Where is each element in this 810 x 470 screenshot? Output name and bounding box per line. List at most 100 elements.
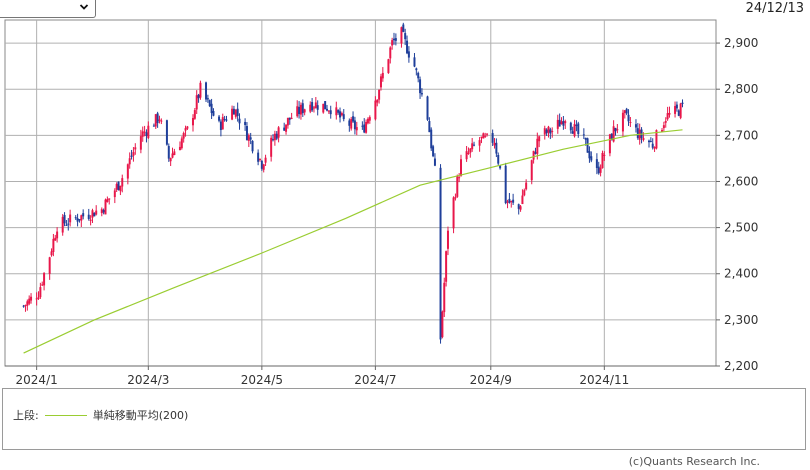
candle-body — [625, 108, 628, 114]
candle-body — [381, 72, 384, 79]
candle-body — [26, 301, 29, 306]
candle-body — [428, 121, 431, 133]
candle-body — [130, 155, 133, 157]
candle-body — [74, 217, 77, 219]
candle-body — [536, 138, 539, 154]
candle-body — [208, 100, 211, 107]
legend-section-label: 上段: — [13, 409, 39, 422]
candle-body — [154, 114, 157, 127]
candle-body — [419, 79, 422, 94]
candle-body — [532, 150, 535, 160]
candle-body — [499, 165, 502, 169]
candle-body — [612, 126, 615, 142]
candle-body — [247, 135, 250, 141]
candle-body — [610, 133, 613, 141]
candle-body — [560, 121, 563, 125]
candle-body — [56, 231, 59, 239]
candle-body — [558, 119, 561, 127]
candle-body — [245, 126, 248, 141]
candle-body — [231, 108, 234, 120]
candle-body — [575, 124, 578, 126]
candle-body — [147, 125, 150, 138]
x-tick-label: 2024/3 — [127, 373, 169, 387]
candle-body — [275, 133, 278, 139]
candle-body — [484, 135, 487, 137]
candle-body — [277, 127, 280, 138]
candle-body — [642, 137, 645, 141]
chart-date-label: 24/12/13 — [745, 1, 804, 16]
candle-body — [270, 137, 273, 157]
candle-body — [493, 142, 496, 146]
candle-body — [348, 120, 351, 126]
candle-body — [543, 128, 546, 135]
candle-body — [171, 153, 174, 158]
legend-panel: 上段: 単純移動平均(200) — [2, 388, 806, 450]
candle-body — [534, 152, 537, 154]
candle-body — [469, 148, 472, 153]
candle-body — [664, 121, 667, 123]
candle-body — [128, 158, 131, 165]
candle-body — [134, 147, 137, 150]
candle-body — [67, 223, 70, 225]
candle-body — [106, 199, 109, 202]
candle-body — [91, 210, 94, 218]
candle-body — [621, 112, 624, 132]
candle-body — [393, 38, 396, 41]
candle-body — [655, 130, 658, 149]
candle-body — [426, 96, 429, 120]
candle-body — [519, 206, 522, 210]
stock-chart: 2,200 2,300 2,400 2,500 2,600 2,700 2,800 2,900… — [4, 19, 758, 387]
candle-body — [121, 178, 124, 187]
candle-body — [569, 122, 572, 131]
candle-body — [113, 190, 116, 198]
candle-body — [363, 124, 366, 133]
candle-body — [629, 122, 632, 124]
candle-body — [212, 111, 215, 116]
moving-average-line — [23, 129, 683, 354]
candle-body — [562, 120, 565, 126]
candle-body — [325, 108, 328, 111]
ma-line-swatch — [44, 414, 87, 416]
candle-body — [627, 114, 630, 122]
candle-body — [218, 116, 221, 121]
candle-body — [681, 102, 684, 104]
candle-body — [478, 140, 481, 146]
y-tick-label: 2,200 — [724, 359, 758, 373]
candle-body — [89, 219, 92, 221]
candle-body — [666, 113, 669, 120]
candle-body — [30, 296, 33, 301]
candle-body — [309, 104, 312, 112]
candle-body — [415, 68, 418, 71]
candle-body — [545, 129, 548, 134]
candle-body — [24, 305, 27, 307]
candle-body — [205, 82, 208, 100]
candle-body — [173, 151, 176, 156]
candle-body — [374, 100, 377, 120]
candle-body — [517, 204, 520, 209]
candle-body — [394, 38, 397, 41]
candle-body — [329, 110, 332, 115]
candle-body — [577, 123, 580, 134]
candle-body — [191, 117, 194, 126]
candle-body — [342, 114, 345, 120]
candle-body — [139, 136, 142, 150]
candle-body — [322, 103, 325, 113]
candle-body — [193, 110, 196, 119]
period-select[interactable] — [0, 0, 96, 18]
candle-body — [365, 121, 368, 133]
candle-body — [523, 190, 526, 196]
candle-body — [160, 120, 163, 122]
candle-body — [145, 132, 148, 137]
candle-body — [337, 110, 340, 113]
candle-body — [232, 108, 235, 115]
y-tick-label: 2,400 — [724, 267, 758, 281]
candle-body — [141, 131, 144, 137]
candle-body — [564, 121, 567, 124]
candle-body — [350, 118, 353, 129]
candle-body — [661, 130, 664, 132]
candle-body — [504, 165, 507, 204]
candle-body — [186, 126, 189, 129]
candle-body — [387, 59, 390, 74]
candle-body — [547, 126, 550, 133]
candle-body — [143, 131, 146, 133]
